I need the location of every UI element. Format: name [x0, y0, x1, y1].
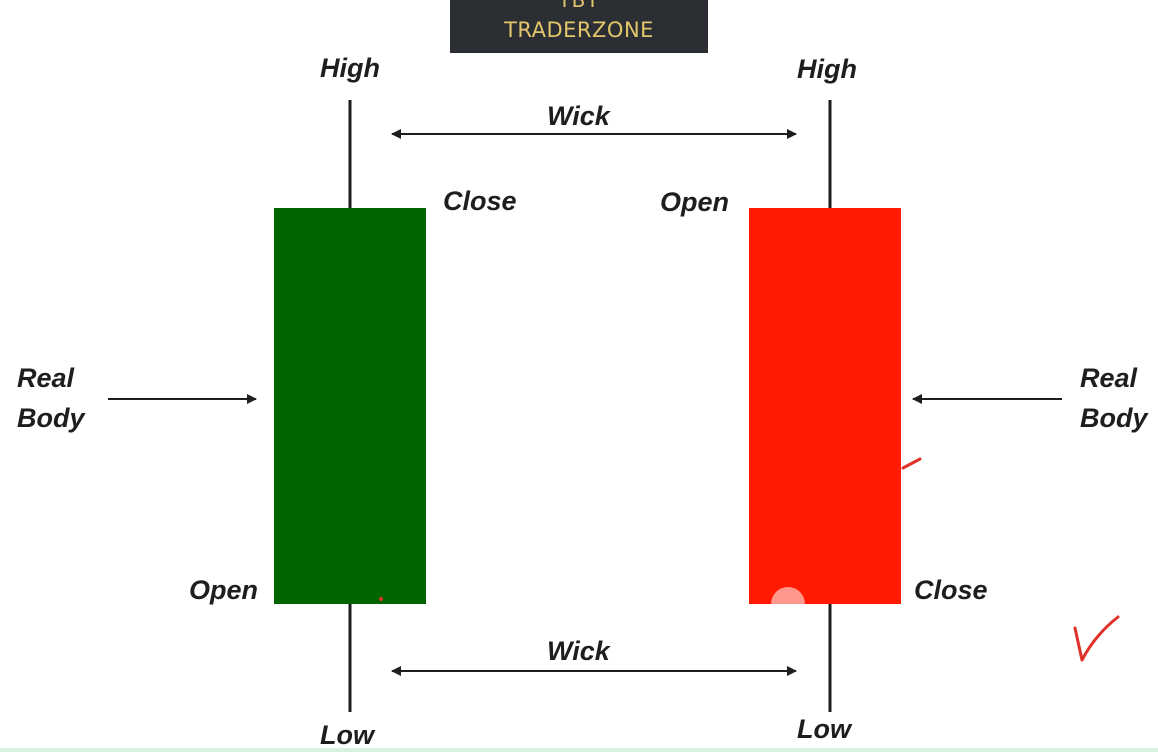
bottom-edge-strip: [0, 748, 1158, 752]
real-body-left-line1: Real: [17, 363, 75, 393]
bearish-high-label: High: [797, 54, 857, 84]
bullish-low-label: Low: [320, 720, 374, 750]
bullish-high-label: High: [320, 53, 380, 83]
real-body-right-line2: Body: [1080, 403, 1148, 433]
brand-line-1: YBT: [558, 0, 600, 12]
brand-banner: YBT TRADERZONE: [450, 0, 708, 53]
real-body-right-line1: Real: [1080, 363, 1138, 393]
bearish-low-label: Low: [797, 714, 851, 744]
brand-name: TRADERZONE: [504, 18, 654, 42]
bullish-open-label: Open: [189, 575, 259, 605]
wick-bottom-label: Wick: [547, 636, 610, 666]
bullish-candle-body: [274, 208, 426, 604]
bearish-open-label: Open: [660, 187, 730, 217]
annotation-stroke: [901, 457, 922, 470]
red-dot-marker: [379, 597, 383, 601]
checkmark-annotation: [1073, 615, 1120, 662]
cursor-highlight: [771, 587, 805, 621]
bullish-close-label: Close: [443, 186, 517, 216]
real-body-left-line2: Body: [17, 403, 85, 433]
bearish-candle-body: [749, 208, 901, 604]
wick-top-label: Wick: [547, 101, 610, 131]
bearish-close-label: Close: [914, 575, 988, 605]
